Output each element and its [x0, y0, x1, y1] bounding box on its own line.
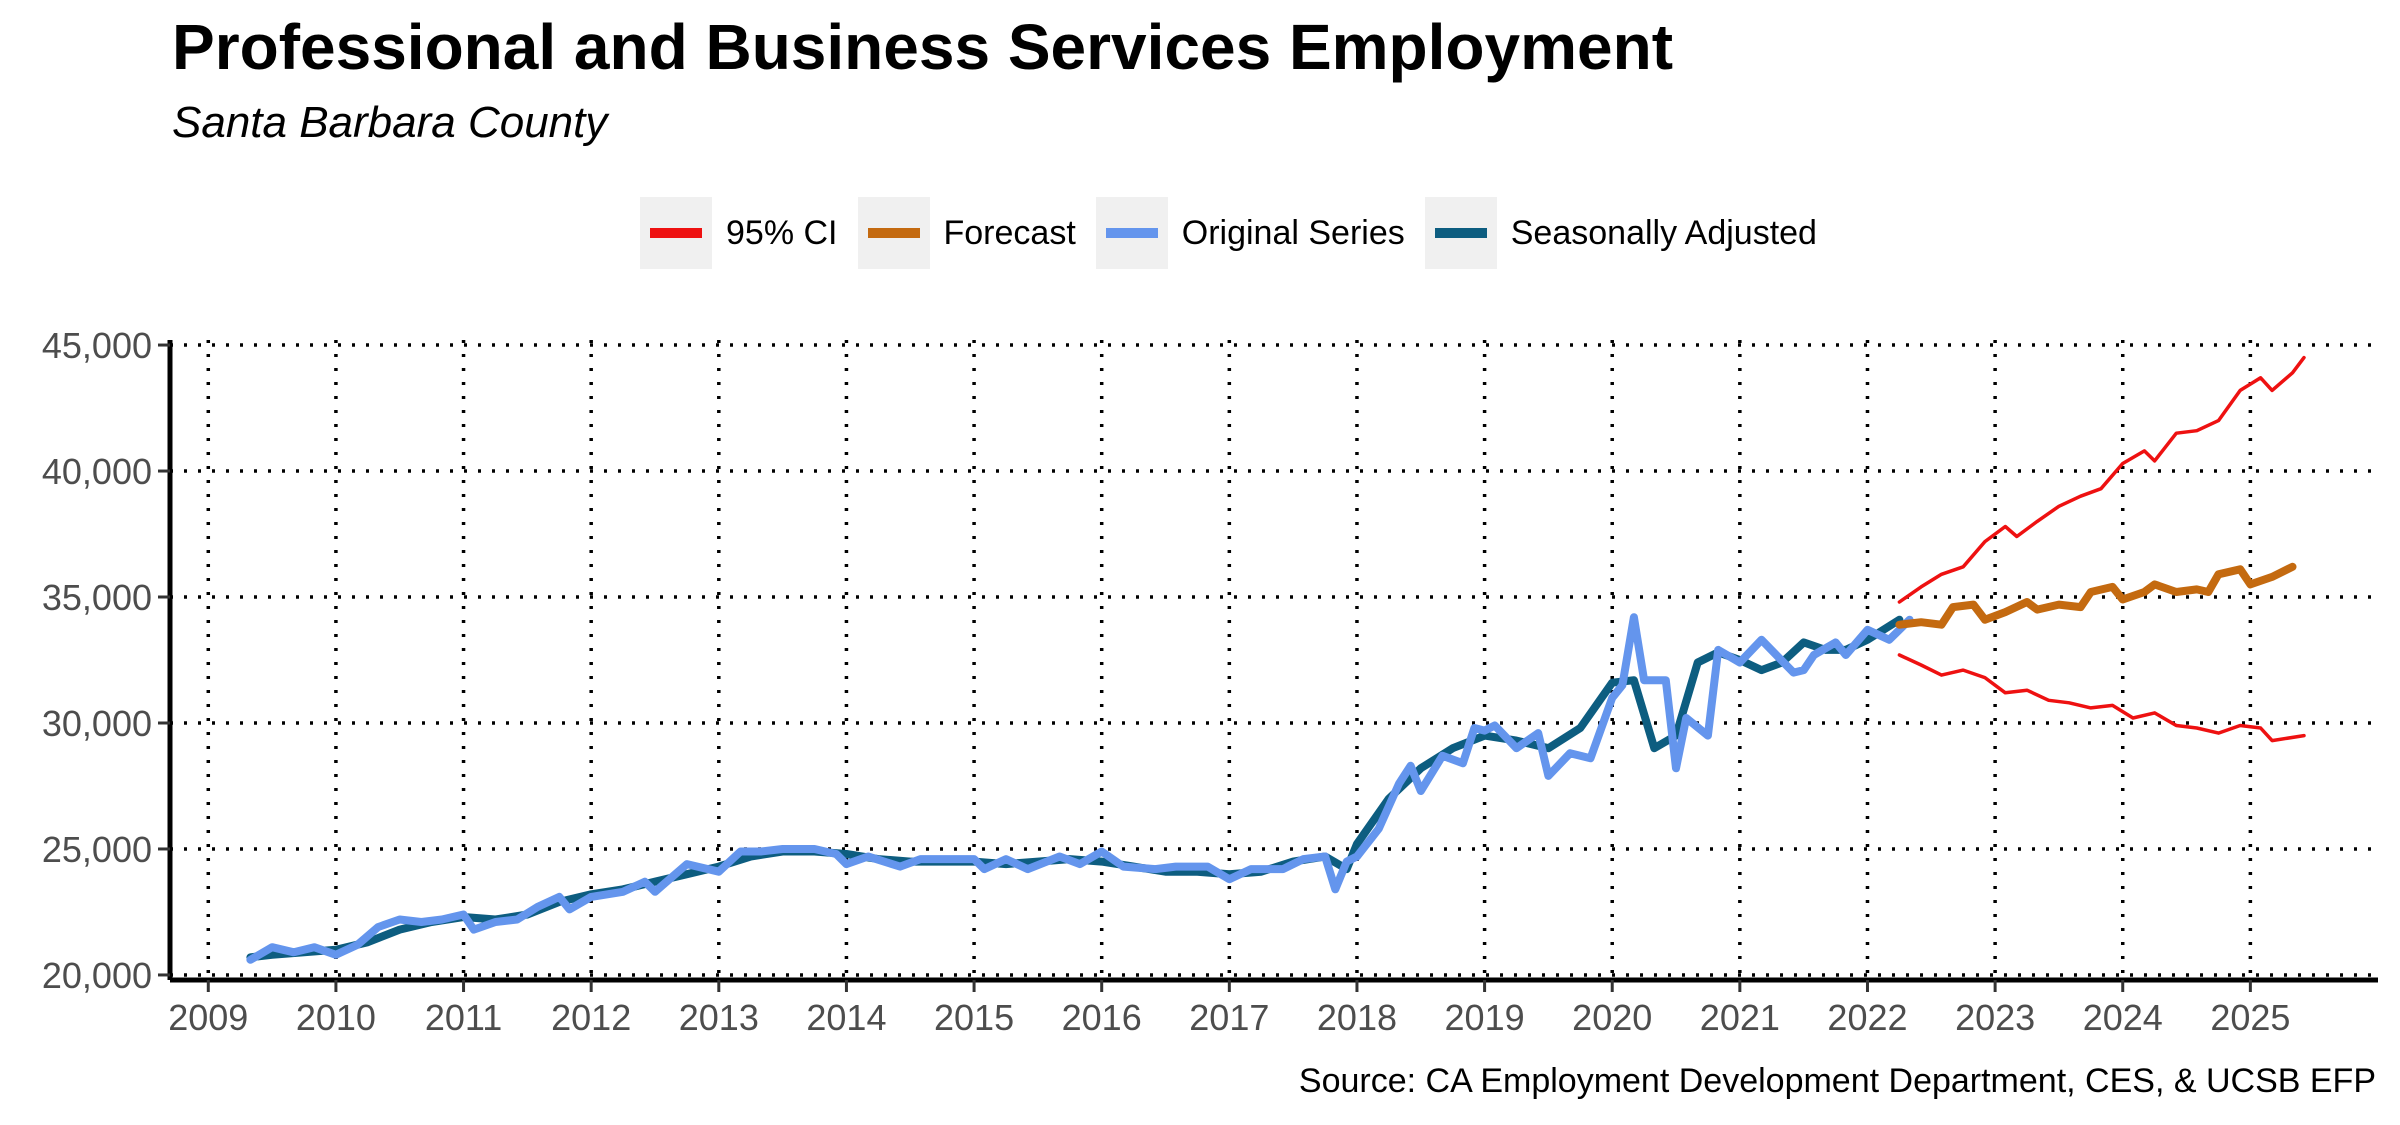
legend-label-forecast: Forecast	[943, 213, 1076, 252]
y-tick-label-0: 20,000	[42, 955, 152, 996]
legend-item-ci: 95% CI	[640, 197, 838, 269]
y-tick-label-5: 45,000	[42, 325, 152, 366]
legend-key-forecast	[857, 197, 930, 269]
series-line-forecast-4	[1895, 562, 2297, 629]
x-tick-label-8: 2017	[1189, 997, 1269, 1038]
x-tick-label-7: 2016	[1062, 997, 1142, 1038]
x-tick-label-1: 2010	[296, 997, 376, 1038]
series-line-original-1	[246, 613, 1914, 964]
series-line-seasonal-0	[246, 615, 1904, 962]
x-tick-label-5: 2014	[806, 997, 886, 1038]
legend-swatch-seasonal	[1434, 228, 1487, 238]
y-tick-label-4: 40,000	[42, 451, 152, 492]
legend-item-original: Original Series	[1095, 197, 1405, 269]
chart-subtitle: Santa Barbara County	[172, 98, 608, 147]
legend: 95% CI Forecast Original Series Seasonal…	[640, 196, 1837, 270]
legend-key-seasonal	[1424, 197, 1497, 269]
legend-key-ci	[640, 197, 712, 269]
x-tick-label-10: 2019	[1445, 997, 1525, 1038]
legend-key-original	[1095, 197, 1168, 269]
x-tick-label-14: 2023	[1955, 997, 2035, 1038]
series-line-ci-2	[1897, 355, 2306, 604]
legend-swatch-forecast	[867, 228, 920, 238]
x-tick-label-13: 2022	[1827, 997, 1907, 1038]
x-tick-label-12: 2021	[1700, 997, 1780, 1038]
x-tick-label-15: 2024	[2083, 997, 2163, 1038]
x-tick-label-2: 2011	[425, 997, 502, 1038]
x-tick-label-16: 2025	[2210, 997, 2290, 1038]
y-tick-label-3: 35,000	[42, 577, 152, 618]
legend-swatch-ci	[650, 228, 702, 238]
x-tick-label-6: 2015	[934, 997, 1014, 1038]
legend-label-ci: 95% CI	[726, 213, 838, 252]
series-line-ci-3	[1897, 653, 2306, 743]
x-tick-label-0: 2009	[168, 997, 248, 1038]
x-tick-label-3: 2012	[551, 997, 631, 1038]
legend-label-seasonal: Seasonally Adjusted	[1510, 213, 1817, 252]
legend-item-seasonal: Seasonally Adjusted	[1424, 197, 1817, 269]
legend-item-forecast: Forecast	[857, 197, 1076, 269]
chart-title: Professional and Business Services Emplo…	[172, 11, 1673, 83]
x-tick-label-9: 2018	[1317, 997, 1397, 1038]
legend-swatch-original	[1105, 228, 1158, 238]
y-tick-label-2: 30,000	[42, 703, 152, 744]
x-tick-label-4: 2013	[679, 997, 759, 1038]
source-note: Source: CA Employment Development Depart…	[1298, 1062, 2376, 1100]
y-tick-label-1: 25,000	[42, 829, 152, 870]
legend-label-original: Original Series	[1181, 213, 1405, 252]
x-tick-label-11: 2020	[1572, 997, 1652, 1038]
